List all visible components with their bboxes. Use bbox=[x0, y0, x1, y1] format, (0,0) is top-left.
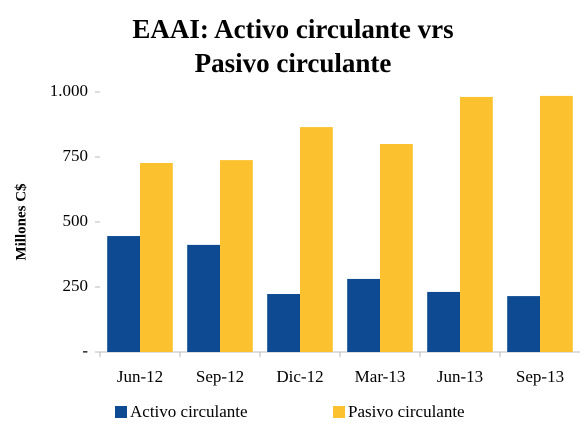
y-tick-label: 750 bbox=[63, 146, 89, 165]
x-tick-label: Mar-13 bbox=[355, 367, 406, 386]
y-tick-label: 250 bbox=[63, 276, 89, 295]
bar bbox=[300, 127, 333, 352]
x-tick-label: Jun-13 bbox=[437, 367, 483, 386]
y-tick-label: 1.000 bbox=[50, 81, 88, 100]
y-axis-label: Millones C$ bbox=[13, 183, 29, 261]
bar bbox=[267, 294, 300, 352]
x-tick-label: Sep-13 bbox=[516, 367, 564, 386]
x-tick-label: Sep-12 bbox=[196, 367, 244, 386]
bar bbox=[187, 244, 220, 352]
bar bbox=[460, 96, 493, 352]
bar bbox=[107, 236, 140, 352]
x-tick-label: Dic-12 bbox=[276, 367, 323, 386]
bar bbox=[220, 160, 253, 352]
legend-swatch bbox=[115, 406, 127, 418]
legend-swatch bbox=[333, 406, 345, 418]
y-tick-label: - bbox=[82, 341, 88, 360]
bar bbox=[347, 278, 380, 352]
chart-title: EAAI: Activo circulante vrs Pasivo circu… bbox=[132, 14, 454, 78]
bar bbox=[427, 291, 460, 352]
x-tick-label: Jun-12 bbox=[117, 367, 163, 386]
y-tick-label: 500 bbox=[63, 211, 89, 230]
bar bbox=[380, 144, 413, 352]
bar bbox=[140, 162, 173, 352]
bar bbox=[507, 296, 540, 352]
legend-label: Pasivo circulante bbox=[348, 402, 465, 421]
bar bbox=[540, 95, 573, 353]
legend-label: Activo circulante bbox=[130, 402, 248, 421]
